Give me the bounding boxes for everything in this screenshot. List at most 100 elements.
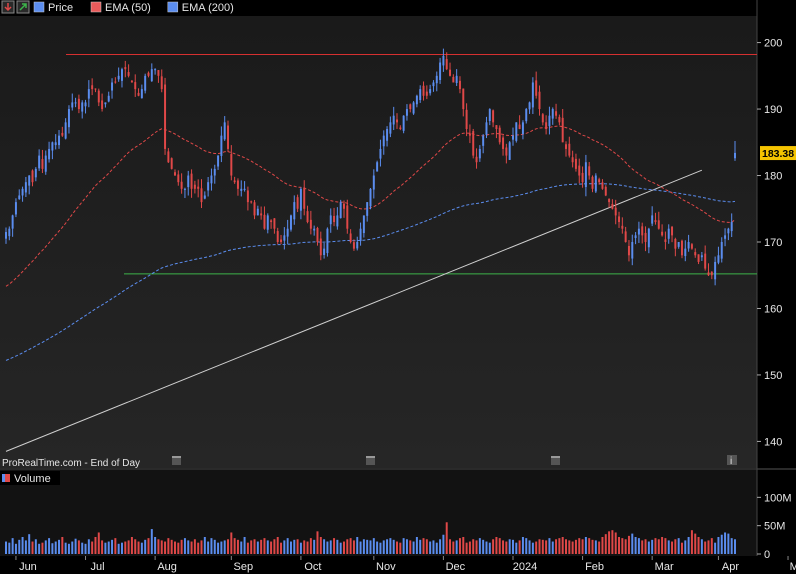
candle-body bbox=[124, 67, 127, 70]
volume-axis bbox=[757, 470, 796, 556]
candle-body bbox=[193, 184, 196, 189]
volume-bar bbox=[714, 542, 717, 554]
candle-body bbox=[316, 227, 319, 242]
candle-body bbox=[101, 100, 104, 110]
volume-bar bbox=[14, 543, 17, 554]
candle-body bbox=[140, 89, 143, 99]
volume-bar bbox=[210, 538, 213, 554]
volume-bar bbox=[568, 540, 571, 554]
candle-body bbox=[680, 240, 683, 256]
candle-body bbox=[591, 176, 594, 189]
volume-bar bbox=[319, 537, 322, 554]
candle-body bbox=[442, 55, 445, 66]
volume-bar bbox=[263, 538, 266, 554]
candle-body bbox=[531, 82, 534, 108]
volume-bar bbox=[356, 537, 359, 554]
candle-body bbox=[462, 88, 465, 110]
volume-bar bbox=[502, 540, 505, 554]
volume-bar bbox=[618, 537, 621, 554]
volume-bar bbox=[379, 542, 382, 554]
volume-bar bbox=[104, 542, 107, 554]
candle-body bbox=[714, 261, 717, 280]
candle-body bbox=[190, 173, 193, 189]
candle-body bbox=[280, 239, 283, 242]
candle-body bbox=[515, 122, 518, 141]
toolbar: Price EMA (50) EMA (200) bbox=[0, 0, 246, 15]
volume-bar bbox=[309, 538, 312, 554]
volume-bar bbox=[190, 541, 193, 554]
volume-bar bbox=[336, 539, 339, 554]
x-tick-label: Nov bbox=[376, 561, 396, 573]
candle-body bbox=[571, 157, 574, 163]
volume-bar bbox=[349, 538, 352, 554]
volume-bar bbox=[120, 542, 123, 554]
candle-body bbox=[468, 133, 471, 136]
volume-bar bbox=[478, 538, 481, 554]
volume-bar bbox=[134, 539, 137, 554]
volume-bar bbox=[458, 538, 461, 554]
volume-bar bbox=[71, 541, 74, 554]
volume-bar bbox=[528, 540, 531, 554]
candle-body bbox=[551, 109, 554, 119]
candle-body bbox=[392, 115, 395, 125]
y-tick-label: 140 bbox=[764, 436, 782, 448]
candle-body bbox=[61, 132, 64, 136]
volume-bar bbox=[492, 539, 495, 554]
candle-body bbox=[578, 165, 581, 176]
candle-body bbox=[333, 215, 336, 223]
volume-bar bbox=[508, 539, 511, 554]
volume-bar bbox=[346, 539, 349, 554]
candle-body bbox=[502, 137, 505, 149]
arrow-icon[interactable] bbox=[16, 0, 30, 14]
candle-body bbox=[21, 188, 24, 196]
volume-bar bbox=[303, 540, 306, 554]
volume-bar bbox=[439, 539, 442, 554]
volume-bar bbox=[419, 539, 422, 554]
volume-bar bbox=[250, 540, 253, 554]
volume-bar bbox=[144, 539, 147, 554]
candle-body bbox=[273, 218, 276, 229]
legend-swatch-ema200 bbox=[167, 1, 179, 13]
candle-body bbox=[511, 135, 514, 140]
candle-body bbox=[518, 124, 521, 129]
candle-body bbox=[389, 122, 392, 134]
volume-bar bbox=[130, 537, 133, 554]
candle-body bbox=[197, 186, 200, 189]
candle-body bbox=[289, 215, 292, 230]
candle-body bbox=[38, 155, 41, 169]
volume-bar bbox=[87, 539, 90, 554]
candle-body bbox=[707, 272, 710, 276]
volume-bar bbox=[694, 533, 697, 554]
volume-bar bbox=[525, 538, 528, 554]
volume-bar bbox=[498, 538, 501, 554]
download-icon[interactable] bbox=[1, 0, 15, 14]
candle-body bbox=[306, 211, 309, 223]
candle-body bbox=[412, 102, 415, 114]
y-tick-label: 150 bbox=[764, 370, 782, 382]
y-tick-label: 180 bbox=[764, 171, 782, 183]
candle-body bbox=[498, 127, 501, 143]
volume-bar bbox=[690, 530, 693, 554]
candle-body bbox=[495, 125, 498, 129]
candle-body bbox=[157, 70, 160, 76]
candle-body bbox=[270, 220, 273, 223]
volume-bar bbox=[21, 537, 24, 554]
candle-body bbox=[74, 102, 77, 104]
candle-body bbox=[452, 76, 455, 83]
volume-bar bbox=[326, 541, 329, 554]
volume-bar bbox=[412, 541, 415, 554]
volume-bar bbox=[193, 539, 196, 554]
volume-bar bbox=[372, 538, 375, 554]
y-tick-label: 160 bbox=[764, 303, 782, 315]
candle-body bbox=[263, 214, 266, 229]
volume-bar bbox=[220, 541, 223, 554]
volume-bar bbox=[462, 537, 465, 554]
volume-bar bbox=[343, 541, 345, 554]
trendline[interactable] bbox=[5, 169, 703, 452]
y-tick-label: 170 bbox=[764, 237, 782, 249]
info-icon[interactable]: i bbox=[727, 455, 737, 467]
candle-body bbox=[634, 235, 637, 239]
candle-body bbox=[296, 197, 299, 209]
candle-body bbox=[64, 122, 67, 139]
